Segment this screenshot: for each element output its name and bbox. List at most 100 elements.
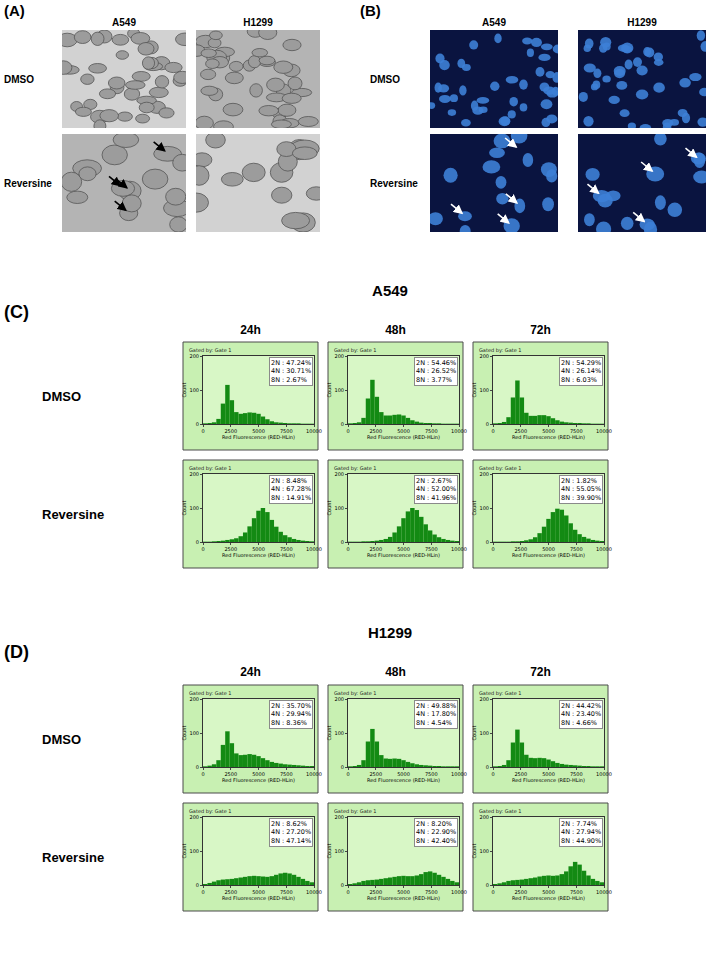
svg-text:0: 0 [341, 539, 344, 545]
svg-text:10000: 10000 [451, 546, 467, 552]
svg-text:Red Fluorescence (RED-HLin): Red Fluorescence (RED-HLin) [222, 552, 295, 558]
svg-text:0: 0 [196, 421, 199, 427]
svg-text:0: 0 [196, 882, 199, 888]
svg-text:10000: 10000 [306, 889, 322, 895]
svg-text:100: 100 [479, 387, 489, 393]
svg-text:2N : 8.48%4N : 67.28%8N : 14.9: 2N : 8.48%4N : 67.28%8N : 14.91% [271, 477, 311, 502]
svg-text:7500: 7500 [425, 428, 438, 434]
svg-text:10000: 10000 [451, 771, 467, 777]
svg-text:5000: 5000 [252, 428, 265, 434]
svg-text:Red Fluorescence (RED-HLin): Red Fluorescence (RED-HLin) [367, 552, 440, 558]
svg-text:2500: 2500 [514, 546, 527, 552]
svg-text:Gated by: Gate 1: Gated by: Gate 1 [479, 465, 522, 472]
svg-text:7500: 7500 [280, 546, 293, 552]
svg-text:Red Fluorescence (RED-HLin): Red Fluorescence (RED-HLin) [367, 895, 440, 901]
svg-text:5000: 5000 [397, 546, 410, 552]
svg-text:Gated by: Gate 1: Gated by: Gate 1 [334, 465, 377, 472]
svg-text:5000: 5000 [542, 428, 555, 434]
svg-text:Red Fluorescence (RED-HLin): Red Fluorescence (RED-HLin) [512, 895, 585, 901]
svg-text:Count: Count [471, 383, 477, 398]
svg-text:100: 100 [189, 505, 199, 511]
svg-text:0: 0 [486, 421, 489, 427]
svg-text:7500: 7500 [570, 546, 583, 552]
svg-text:100: 100 [189, 730, 199, 736]
svg-text:Count: Count [181, 501, 187, 516]
svg-text:7500: 7500 [280, 889, 293, 895]
svg-text:5000: 5000 [542, 771, 555, 777]
svg-text:200: 200 [189, 353, 199, 359]
svg-text:200: 200 [479, 353, 489, 359]
svg-text:5000: 5000 [397, 889, 410, 895]
svg-text:Count: Count [471, 501, 477, 516]
svg-text:Gated by: Gate 1: Gated by: Gate 1 [189, 808, 232, 815]
svg-text:Count: Count [326, 383, 332, 398]
svg-text:2N : 44.42%4N : 23.40%8N : 4.6: 2N : 44.42%4N : 23.40%8N : 4.66% [561, 702, 601, 727]
svg-text:Count: Count [181, 844, 187, 859]
svg-text:5000: 5000 [397, 428, 410, 434]
svg-text:7500: 7500 [570, 428, 583, 434]
svg-text:2N : 7.74%4N : 27.94%8N : 44.9: 2N : 7.74%4N : 27.94%8N : 44.90% [561, 820, 601, 845]
svg-text:100: 100 [189, 848, 199, 854]
svg-text:2500: 2500 [369, 889, 382, 895]
svg-text:Count: Count [326, 501, 332, 516]
svg-text:0: 0 [486, 764, 489, 770]
svg-text:2500: 2500 [369, 428, 382, 434]
svg-text:10000: 10000 [596, 889, 612, 895]
svg-text:10000: 10000 [596, 771, 612, 777]
svg-text:0: 0 [196, 539, 199, 545]
svg-text:100: 100 [479, 730, 489, 736]
svg-text:Red Fluorescence (RED-HLin): Red Fluorescence (RED-HLin) [512, 777, 585, 783]
svg-text:0: 0 [341, 421, 344, 427]
svg-text:7500: 7500 [425, 889, 438, 895]
svg-text:200: 200 [334, 696, 344, 702]
svg-text:5000: 5000 [252, 771, 265, 777]
svg-text:10000: 10000 [306, 771, 322, 777]
svg-text:0: 0 [346, 889, 349, 895]
svg-text:7500: 7500 [280, 771, 293, 777]
svg-text:Gated by: Gate 1: Gated by: Gate 1 [334, 690, 377, 697]
svg-text:100: 100 [334, 387, 344, 393]
svg-text:Count: Count [471, 844, 477, 859]
svg-text:7500: 7500 [570, 771, 583, 777]
svg-text:2N : 1.82%4N : 55.05%8N : 39.9: 2N : 1.82%4N : 55.05%8N : 39.90% [561, 477, 601, 502]
svg-text:0: 0 [486, 882, 489, 888]
svg-text:7500: 7500 [280, 428, 293, 434]
svg-text:0: 0 [341, 882, 344, 888]
svg-text:0: 0 [201, 771, 204, 777]
svg-text:Red Fluorescence (RED-HLin): Red Fluorescence (RED-HLin) [222, 895, 295, 901]
svg-text:200: 200 [334, 353, 344, 359]
svg-text:2N : 8.62%4N : 27.20%8N : 47.1: 2N : 8.62%4N : 27.20%8N : 47.14% [271, 820, 311, 845]
svg-text:200: 200 [189, 814, 199, 820]
svg-text:200: 200 [334, 814, 344, 820]
svg-text:2500: 2500 [224, 889, 237, 895]
svg-text:0: 0 [346, 428, 349, 434]
svg-text:0: 0 [201, 889, 204, 895]
svg-text:100: 100 [334, 730, 344, 736]
svg-text:Gated by: Gate 1: Gated by: Gate 1 [189, 347, 232, 354]
svg-text:10000: 10000 [306, 546, 322, 552]
svg-text:100: 100 [334, 848, 344, 854]
svg-text:2500: 2500 [369, 771, 382, 777]
svg-text:2N : 47.24%4N : 30.71%8N : 2.6: 2N : 47.24%4N : 30.71%8N : 2.67% [271, 359, 311, 384]
svg-text:0: 0 [491, 546, 494, 552]
svg-text:Gated by: Gate 1: Gated by: Gate 1 [479, 690, 522, 697]
svg-text:Gated by: Gate 1: Gated by: Gate 1 [479, 808, 522, 815]
svg-text:10000: 10000 [306, 428, 322, 434]
svg-text:5000: 5000 [252, 889, 265, 895]
svg-text:Count: Count [326, 726, 332, 741]
svg-text:Gated by: Gate 1: Gated by: Gate 1 [189, 465, 232, 472]
svg-text:2N : 35.70%4N : 29.94%8N : 8.3: 2N : 35.70%4N : 29.94%8N : 8.36% [271, 702, 311, 727]
svg-text:0: 0 [346, 771, 349, 777]
svg-text:10000: 10000 [451, 889, 467, 895]
svg-text:10000: 10000 [596, 428, 612, 434]
svg-text:200: 200 [189, 696, 199, 702]
svg-text:Gated by: Gate 1: Gated by: Gate 1 [334, 808, 377, 815]
svg-text:2500: 2500 [514, 771, 527, 777]
svg-text:Count: Count [181, 383, 187, 398]
svg-text:2N : 54.29%4N : 26.14%8N : 6.0: 2N : 54.29%4N : 26.14%8N : 6.03% [561, 359, 601, 384]
svg-text:200: 200 [479, 696, 489, 702]
svg-text:2500: 2500 [369, 546, 382, 552]
svg-text:Gated by: Gate 1: Gated by: Gate 1 [479, 347, 522, 354]
svg-text:Red Fluorescence (RED-HLin): Red Fluorescence (RED-HLin) [512, 552, 585, 558]
svg-text:2500: 2500 [224, 771, 237, 777]
